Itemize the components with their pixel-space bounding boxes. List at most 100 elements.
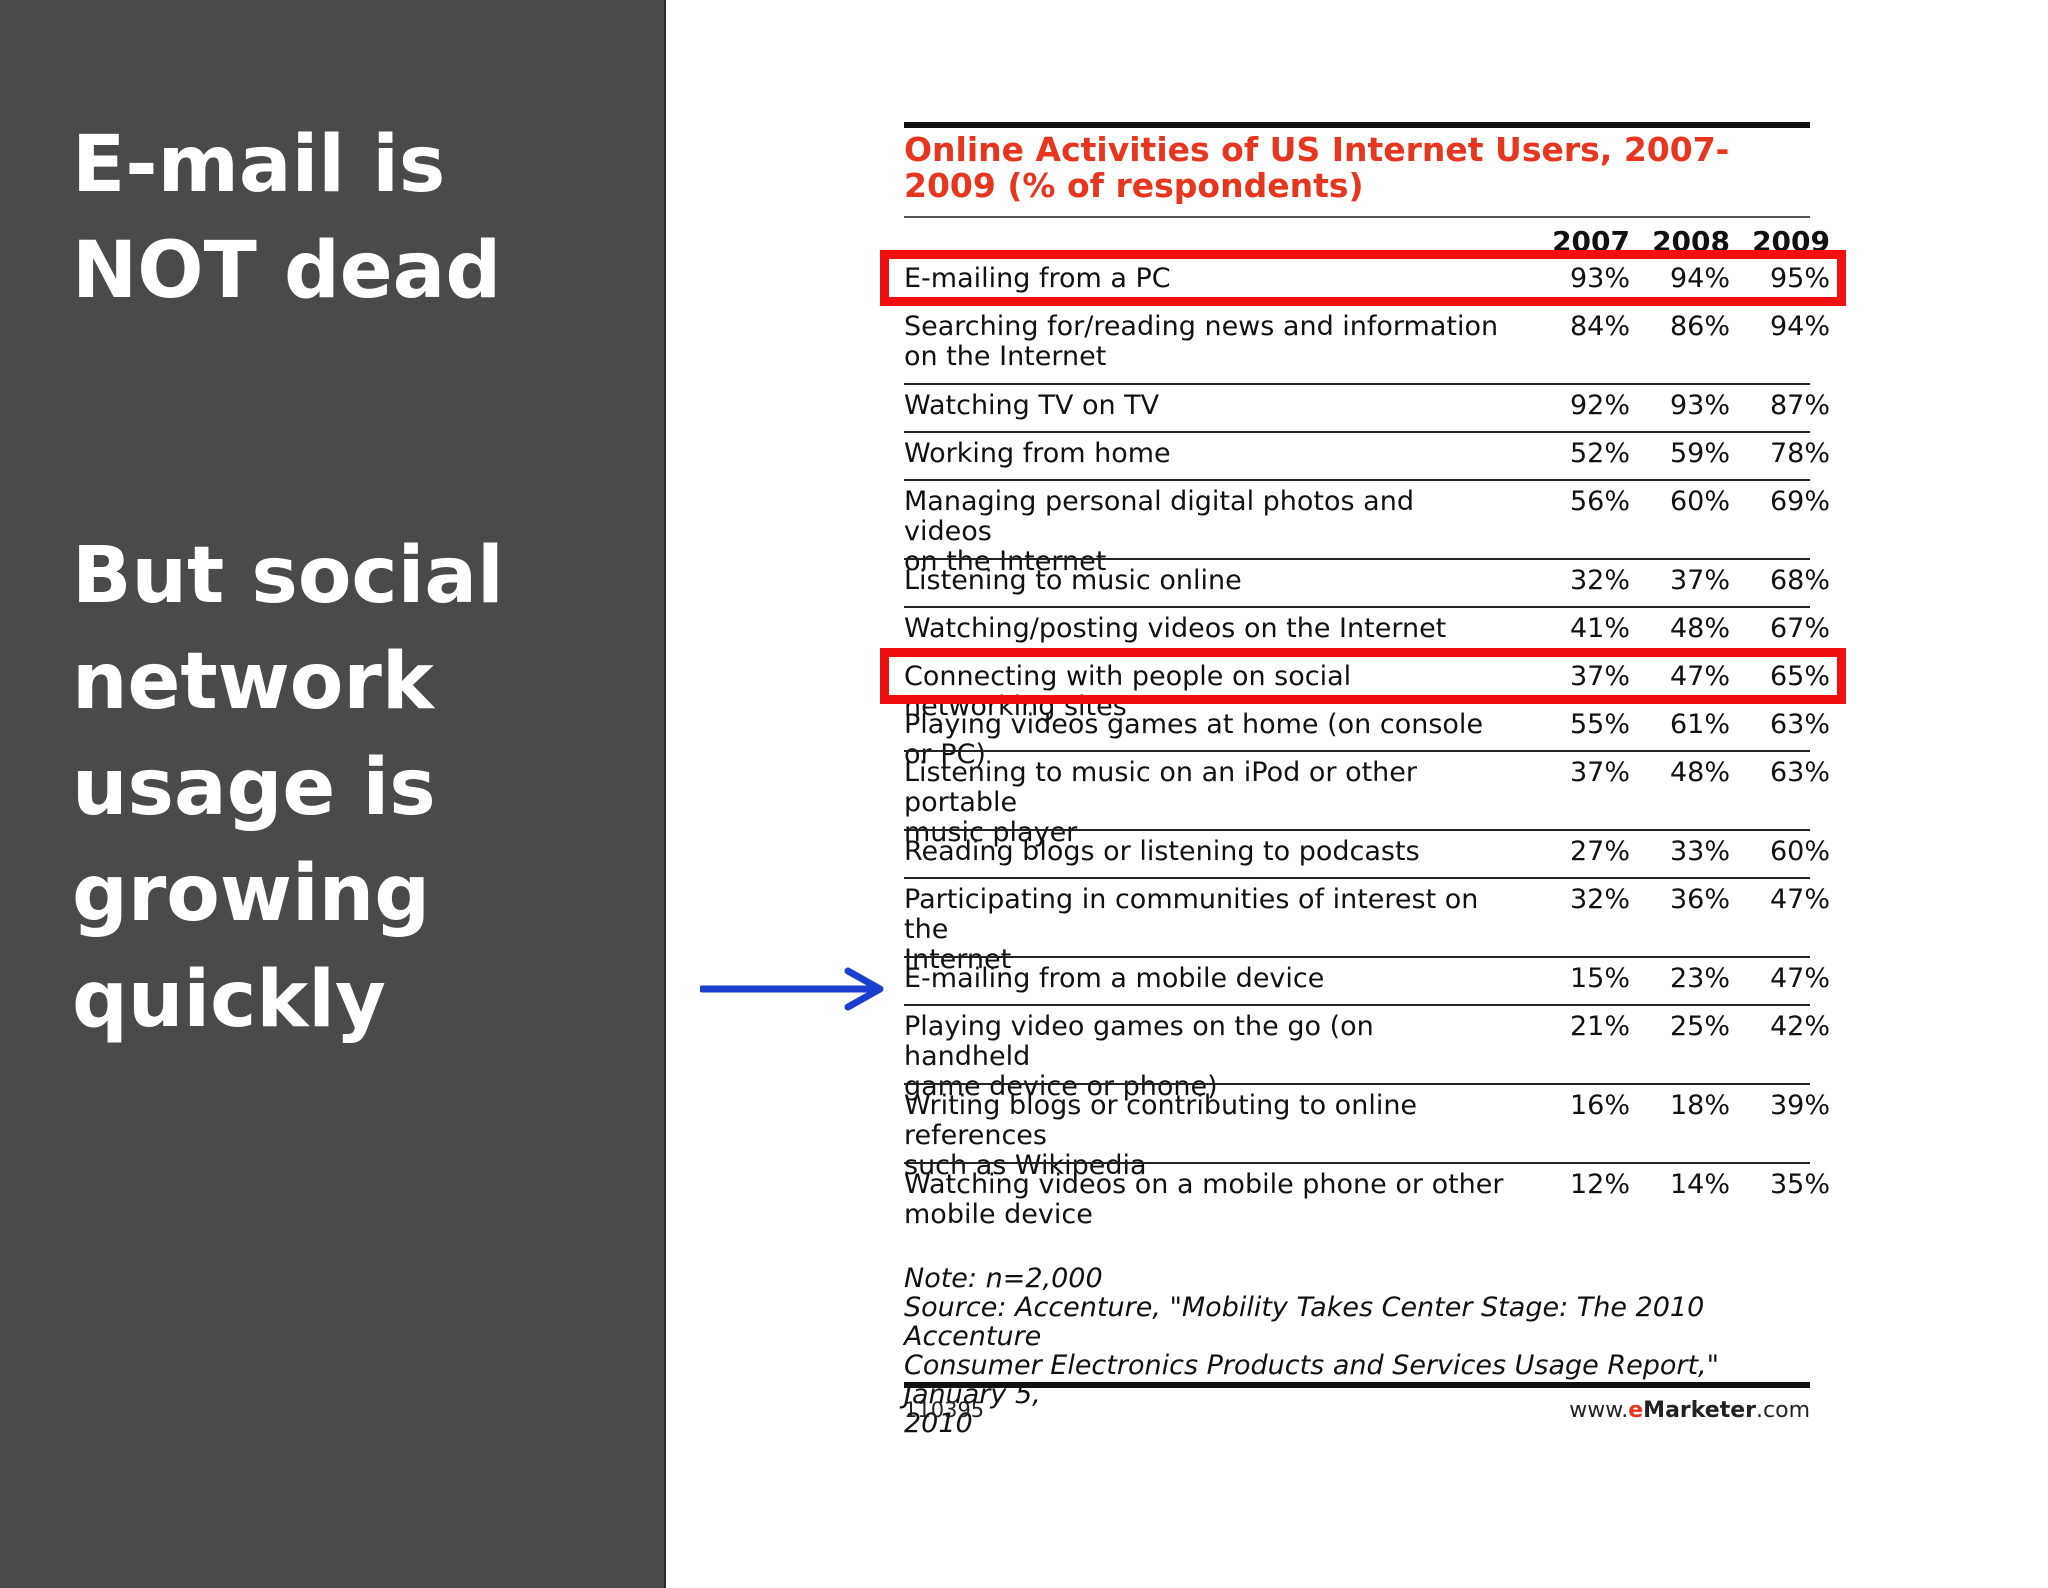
row-divider — [904, 829, 1810, 831]
cell-2008: 25% — [1669, 1011, 1730, 1042]
row-divider — [904, 956, 1810, 958]
cell-2008: 48% — [1669, 757, 1730, 788]
row-label: E-mailing from a PC — [904, 263, 1171, 294]
chart-note-source: Note: n=2,000 Source: Accenture, "Mobili… — [904, 1263, 1720, 1439]
row-divider — [904, 606, 1810, 608]
cell-2007: 16% — [1569, 1090, 1630, 1121]
row-label: Watching TV on TV — [904, 390, 1160, 421]
row-divider — [904, 1004, 1810, 1006]
row-divider — [904, 1083, 1810, 1085]
cell-2008: 94% — [1669, 263, 1730, 294]
cell-2009: 94% — [1769, 311, 1830, 342]
cell-2007: 15% — [1569, 963, 1630, 994]
cell-2009: 60% — [1769, 836, 1830, 867]
cell-2009: 42% — [1769, 1011, 1830, 1042]
row-divider — [904, 558, 1810, 560]
table-row: Participating in communities of interest… — [904, 884, 1830, 975]
brand-marketer: Marketer — [1643, 1398, 1757, 1423]
cell-2009: 68% — [1769, 565, 1830, 596]
table-row: Playing videos games at home (on console… — [904, 709, 1830, 770]
table-row: Connecting with people on social network… — [904, 661, 1830, 722]
row-divider — [904, 877, 1810, 879]
cell-2008: 18% — [1669, 1090, 1730, 1121]
cell-2009: 39% — [1769, 1090, 1830, 1121]
row-label: Watching/posting videos on the Internet — [904, 613, 1447, 644]
cell-2008: 60% — [1669, 486, 1730, 517]
row-label: Listening to music online — [904, 565, 1242, 596]
cell-2007: 84% — [1569, 311, 1630, 342]
highlight-box — [880, 250, 1846, 306]
cell-2008: 37% — [1669, 565, 1730, 596]
cell-2007: 37% — [1569, 757, 1630, 788]
cell-2008: 61% — [1669, 709, 1730, 740]
row-label: Writing blogs or contributing to online … — [904, 1090, 1418, 1181]
brand-suffix: .com — [1756, 1398, 1810, 1423]
table-row: Working from home 52% 59% 78% — [904, 438, 1830, 487]
table-row: Searching for/reading news and informati… — [904, 311, 1830, 391]
table-row: Managing personal digital photos and vid… — [904, 486, 1830, 577]
cell-2009: 63% — [1769, 757, 1830, 788]
cell-2007: 32% — [1569, 884, 1630, 915]
cell-2008: 93% — [1669, 390, 1730, 421]
table-row: Watching TV on TV 92% 93% 87% — [904, 390, 1830, 439]
cell-2008: 59% — [1669, 438, 1730, 469]
table-row: E-mailing from a mobile device 15% 23% 47% — [904, 963, 1830, 1012]
cell-2007: 37% — [1569, 661, 1630, 692]
row-label: Managing personal digital photos and vid… — [904, 486, 1414, 577]
table-row: E-mailing from a PC 93% 94% 95% — [904, 263, 1830, 312]
cell-2009: 67% — [1769, 613, 1830, 644]
cell-2008: 48% — [1669, 613, 1730, 644]
table-row: Listening to music on an iPod or other p… — [904, 757, 1830, 848]
chart-id: 110395 — [904, 1398, 985, 1422]
row-label: Watching videos on a mobile phone or oth… — [904, 1169, 1504, 1230]
top-rule — [904, 122, 1810, 128]
table-row: Watching videos on a mobile phone or oth… — [904, 1169, 1830, 1249]
row-divider — [904, 383, 1810, 385]
cell-2008: 36% — [1669, 884, 1730, 915]
cell-2008: 86% — [1669, 311, 1730, 342]
cell-2009: 47% — [1769, 884, 1830, 915]
online-activities-table: Online Activities of US Internet Users, … — [880, 122, 1846, 1438]
row-label: Playing videos games at home (on console… — [904, 709, 1484, 770]
brand-prefix: www. — [1569, 1398, 1629, 1423]
cell-2009: 78% — [1769, 438, 1830, 469]
row-label: Reading blogs or listening to podcasts — [904, 836, 1420, 867]
cell-2009: 69% — [1769, 486, 1830, 517]
bottom-rule — [904, 1382, 1810, 1388]
cell-2009: 35% — [1769, 1169, 1830, 1200]
cell-2008: 23% — [1669, 963, 1730, 994]
cell-2007: 92% — [1569, 390, 1630, 421]
table-row: Writing blogs or contributing to online … — [904, 1090, 1830, 1181]
table-row: Playing video games on the go (on handhe… — [904, 1011, 1830, 1102]
chart-title: Online Activities of US Internet Users, … — [904, 130, 1730, 205]
cell-2008: 33% — [1669, 836, 1730, 867]
row-label: Searching for/reading news and informati… — [904, 311, 1499, 372]
headline-email-not-dead: E-mail is NOT dead — [72, 120, 502, 316]
headline-social-growing: But social network usage is growing quic… — [72, 531, 504, 1045]
table-row: Reading blogs or listening to podcasts 27… — [904, 836, 1830, 885]
brand-e: e — [1628, 1398, 1644, 1423]
cell-2007: 12% — [1569, 1169, 1630, 1200]
highlight-box — [880, 648, 1846, 704]
row-divider — [904, 1162, 1810, 1164]
emarketer-logo: www.eMarketer.com — [1569, 1398, 1810, 1423]
cell-2009: 65% — [1769, 661, 1830, 692]
cell-2007: 55% — [1569, 709, 1630, 740]
row-label: Working from home — [904, 438, 1171, 469]
row-label: Playing video games on the go (on handhe… — [904, 1011, 1374, 1102]
cell-2008: 47% — [1669, 661, 1730, 692]
row-label: E-mailing from a mobile device — [904, 963, 1325, 994]
cell-2009: 87% — [1769, 390, 1830, 421]
row-label: Connecting with people on social network… — [904, 661, 1352, 722]
cell-2007: 93% — [1569, 263, 1630, 294]
cell-2007: 52% — [1569, 438, 1630, 469]
cell-2009: 63% — [1769, 709, 1830, 740]
slide-left-panel: E-mail is NOT dead But social network us… — [0, 0, 666, 1588]
cell-2009: 47% — [1769, 963, 1830, 994]
row-divider — [904, 750, 1810, 752]
cell-2008: 14% — [1669, 1169, 1730, 1200]
title-rule — [904, 216, 1810, 218]
table-row: Watching/posting videos on the Internet 4… — [904, 613, 1830, 662]
cell-2007: 27% — [1569, 836, 1630, 867]
cell-2009: 95% — [1769, 263, 1830, 294]
